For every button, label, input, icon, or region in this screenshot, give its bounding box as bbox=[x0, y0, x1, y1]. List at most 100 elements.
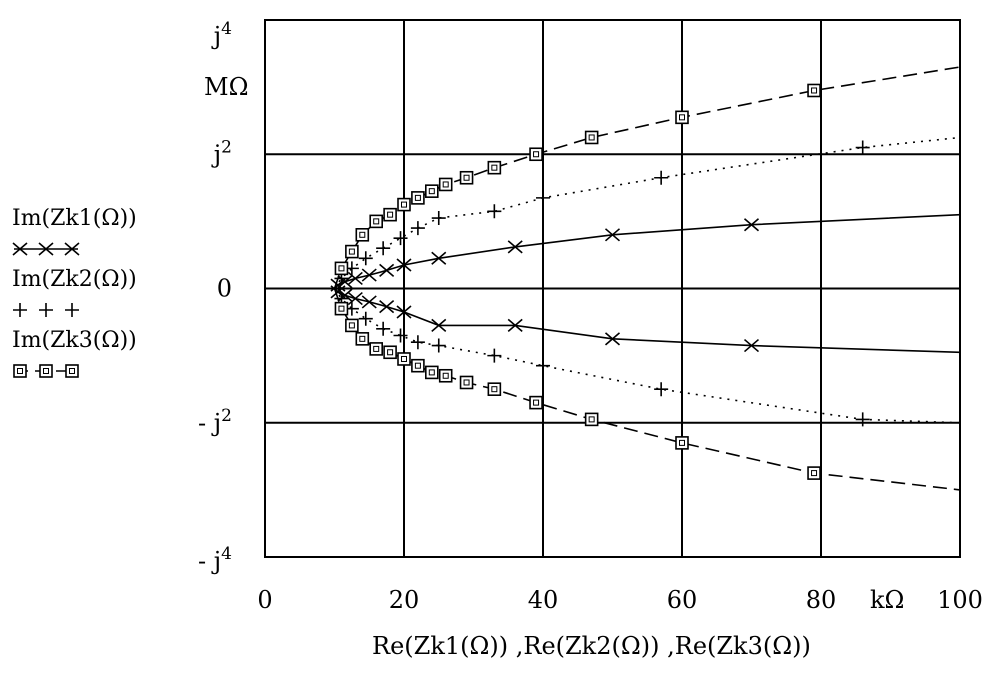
data-point-square-inner bbox=[401, 201, 407, 208]
data-point-square-inner bbox=[387, 211, 394, 218]
legend-item: Im(Zk3(Ω)) bbox=[12, 328, 137, 378]
x-tick-label: 40 bbox=[528, 586, 559, 614]
data-point-x bbox=[379, 300, 395, 314]
data-point-square bbox=[411, 191, 425, 205]
data-point-square-inner bbox=[43, 368, 49, 374]
data-point-plus bbox=[654, 170, 669, 185]
data-point-x bbox=[743, 218, 760, 232]
data-point-square-inner bbox=[588, 416, 595, 423]
data-point-square-inner bbox=[373, 345, 380, 352]
data-point-plus bbox=[358, 251, 373, 266]
data-point-x bbox=[431, 318, 447, 333]
data-point-square bbox=[383, 207, 397, 222]
data-point-plus bbox=[13, 303, 27, 317]
data-point-square-inner bbox=[463, 379, 470, 386]
data-point-x bbox=[330, 278, 346, 292]
data-point-square bbox=[65, 364, 79, 378]
legend-label: Im(Zk3(Ω)) bbox=[12, 328, 137, 353]
data-point-x bbox=[743, 338, 760, 353]
data-point-square bbox=[675, 436, 689, 450]
y-unit-label: MΩ bbox=[204, 73, 248, 101]
y-tick-label: 0 bbox=[217, 275, 232, 303]
data-point-square bbox=[334, 301, 349, 316]
data-point-square bbox=[39, 364, 53, 378]
data-point-square bbox=[529, 395, 543, 410]
data-point-plus bbox=[431, 211, 446, 226]
data-point-plus bbox=[393, 231, 408, 246]
data-point-square bbox=[438, 177, 453, 192]
data-point-square bbox=[334, 261, 349, 276]
data-point-x bbox=[604, 332, 621, 346]
x-tick-labels: 0 20 40 60 80 100 bbox=[257, 586, 983, 614]
data-point-square-inner bbox=[533, 151, 540, 158]
data-point-x bbox=[347, 291, 363, 306]
data-point-x bbox=[12, 242, 28, 256]
data-point-square-inner bbox=[414, 194, 421, 201]
data-point-square bbox=[675, 110, 689, 125]
data-point-square-inner bbox=[491, 386, 498, 393]
data-point-plus bbox=[358, 311, 373, 326]
data-point-square-inner bbox=[373, 218, 380, 225]
legend-item: Im(Zk2(Ω)) bbox=[12, 267, 137, 317]
data-point-square bbox=[369, 214, 384, 229]
data-point-square-inner bbox=[387, 349, 394, 356]
data-point-square-inner bbox=[588, 134, 595, 141]
y-tick-label: - j4 bbox=[198, 544, 232, 575]
data-point-x bbox=[507, 318, 523, 333]
x-tick-label: 0 bbox=[257, 586, 272, 614]
data-point-square-inner bbox=[69, 368, 75, 374]
data-point-plus bbox=[487, 348, 502, 363]
data-point-x bbox=[38, 242, 54, 256]
data-point-square-inner bbox=[442, 372, 449, 379]
data-point-plus bbox=[410, 221, 425, 236]
data-point-plus bbox=[654, 382, 669, 397]
data-point-square bbox=[487, 382, 502, 396]
data-point-x bbox=[507, 240, 523, 254]
data-point-square-inner bbox=[533, 399, 540, 406]
data-point-plus bbox=[536, 190, 550, 205]
data-point-square bbox=[424, 365, 439, 380]
data-point-x bbox=[379, 263, 395, 277]
legend-label: Im(Zk2(Ω)) bbox=[12, 267, 137, 292]
data-point-square bbox=[345, 244, 359, 259]
data-point-square bbox=[13, 364, 27, 378]
x-unit-label: kΩ bbox=[870, 586, 904, 614]
data-point-square bbox=[383, 345, 397, 360]
data-point-plus bbox=[393, 328, 408, 343]
data-point-square-inner bbox=[414, 362, 421, 369]
data-point-square bbox=[397, 352, 411, 366]
data-point-square-inner bbox=[811, 87, 818, 94]
data-point-square bbox=[529, 147, 543, 162]
y-tick-labels: j4 j2 0 - j2 - j4 bbox=[198, 19, 232, 575]
data-point-x bbox=[396, 258, 412, 272]
data-point-x bbox=[347, 271, 363, 286]
data-point-plus bbox=[39, 303, 53, 317]
data-point-x bbox=[604, 228, 621, 242]
series-3 bbox=[333, 66, 961, 491]
data-point-square-inner bbox=[428, 188, 435, 195]
data-point-square bbox=[487, 160, 502, 175]
data-point-square bbox=[584, 130, 599, 145]
data-point-square bbox=[807, 466, 821, 480]
legend-label: Im(Zk1(Ω)) bbox=[12, 206, 137, 231]
y-tick-label: - j2 bbox=[198, 406, 232, 437]
data-point-plus bbox=[855, 412, 870, 427]
data-point-square-inner bbox=[348, 322, 355, 329]
data-point-x bbox=[361, 268, 377, 282]
data-point-square-inner bbox=[442, 181, 449, 188]
y-tick-label: j4 bbox=[211, 19, 232, 50]
plot-area-border bbox=[264, 19, 961, 558]
data-point-square bbox=[355, 332, 370, 346]
data-point-square-inner bbox=[401, 355, 407, 362]
data-point-square-inner bbox=[679, 439, 685, 446]
data-point-square-inner bbox=[463, 174, 470, 181]
data-point-square-inner bbox=[679, 114, 685, 121]
x-tick-label: 80 bbox=[806, 586, 837, 614]
data-point-square-inner bbox=[338, 305, 345, 312]
data-point-x bbox=[330, 285, 346, 299]
data-point-square-inner bbox=[348, 248, 355, 255]
data-point-x bbox=[361, 295, 377, 309]
data-point-square-inner bbox=[338, 265, 345, 272]
